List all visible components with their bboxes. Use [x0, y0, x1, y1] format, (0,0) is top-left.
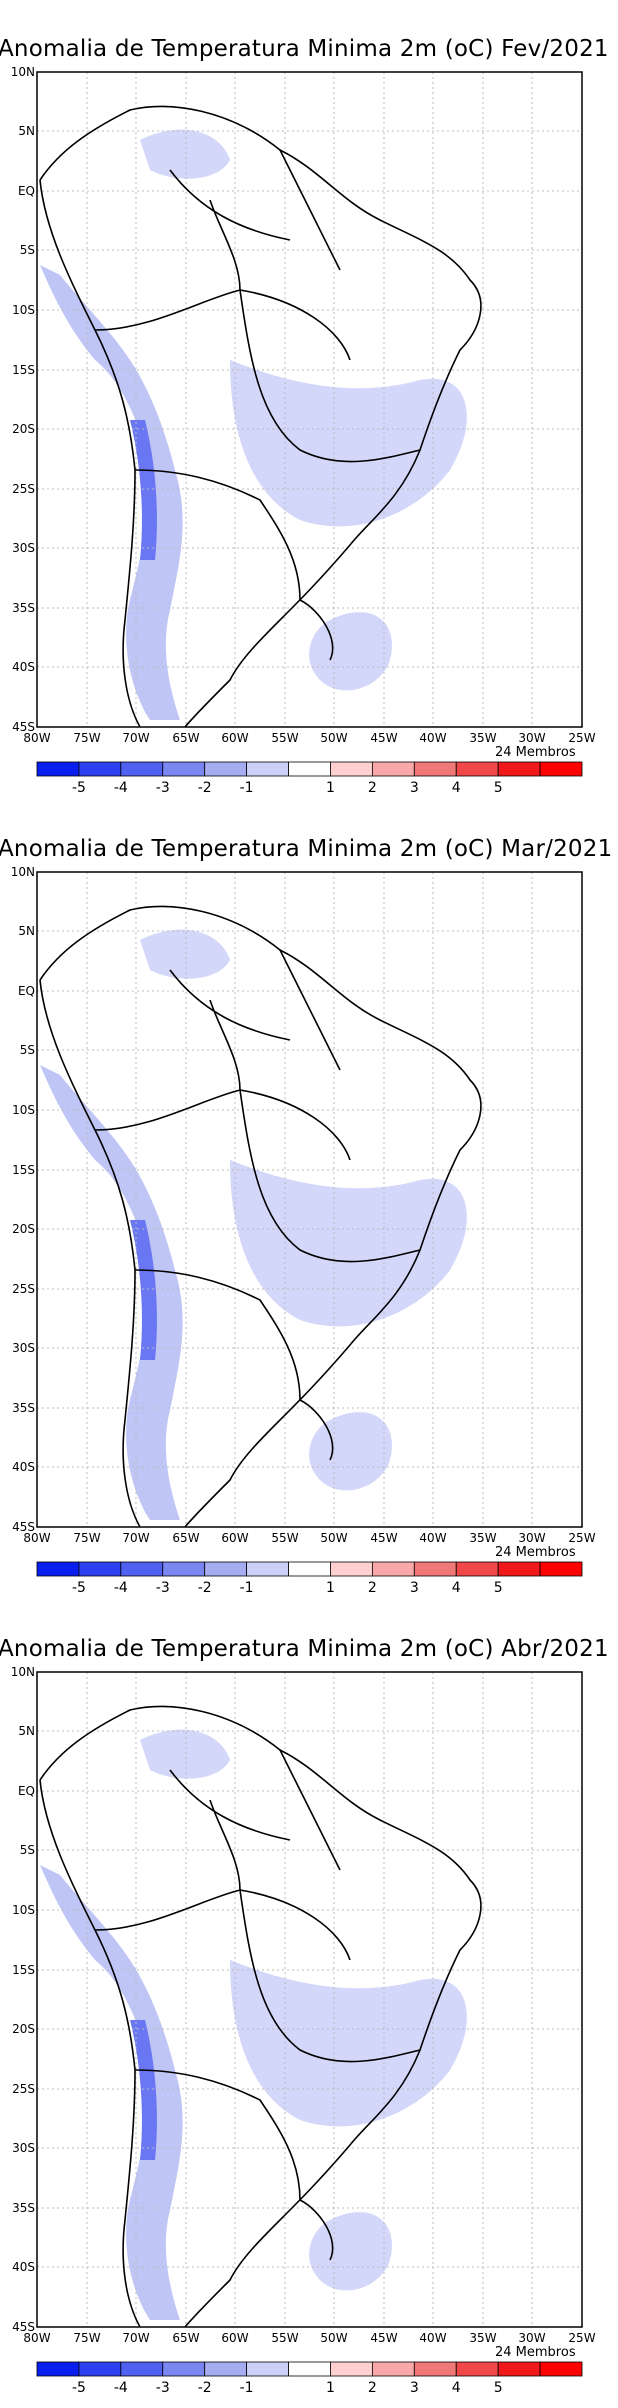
colorbar-swatch	[497, 2361, 541, 2377]
colorbar-swatch	[371, 1561, 415, 1577]
panel-title: Anomalia de Temperatura Minima 2m (oC) F…	[0, 36, 609, 62]
colorbar-swatch	[413, 761, 457, 777]
colorbar-swatch	[120, 761, 164, 777]
colorbar-swatch	[455, 2361, 499, 2377]
colorbar-swatch	[78, 1561, 122, 1577]
colorbar-swatch	[120, 2361, 164, 2377]
colorbar-swatch	[204, 1561, 248, 1577]
colorbar-swatch	[246, 761, 289, 777]
colorbar-swatch	[288, 1561, 331, 1577]
colorbar-swatch	[162, 1561, 206, 1577]
anomaly-map-abr	[9, 1664, 597, 2346]
members-label: 24 Membros	[495, 1545, 576, 1560]
colorbar-label: 5	[494, 1580, 503, 1596]
colorbar-label: -5	[72, 780, 86, 796]
colorbar-swatch	[330, 2361, 373, 2377]
colorbar-swatch	[36, 1561, 80, 1577]
colorbar-label: 4	[452, 780, 461, 796]
colorbar-swatch	[288, 761, 331, 777]
colorbar-label: 3	[410, 1580, 419, 1596]
colorbar-label: -1	[240, 2380, 254, 2396]
colorbar-label: -5	[72, 1580, 86, 1596]
colorbar-fev: -5 -4 -3 -2 -1 1 2 3 4 5	[36, 761, 583, 796]
colorbar-label: 2	[368, 1580, 377, 1596]
colorbar-label: -3	[156, 1580, 170, 1596]
colorbar-label: -5	[72, 2380, 86, 2396]
colorbar-swatch	[162, 2361, 206, 2377]
anomaly-map-mar	[9, 864, 597, 1546]
colorbar-label: 5	[494, 2380, 503, 2396]
colorbar-swatch	[371, 2361, 415, 2377]
members-label: 24 Membros	[495, 745, 576, 760]
colorbar-label: -2	[198, 2380, 212, 2396]
colorbar-swatch	[36, 761, 80, 777]
colorbar-swatch	[330, 1561, 373, 1577]
colorbar-swatch	[204, 761, 248, 777]
colorbar-swatch	[539, 2361, 583, 2377]
colorbar-swatch	[413, 1561, 457, 1577]
colorbar-swatch	[455, 761, 499, 777]
colorbar-swatch	[120, 1561, 164, 1577]
colorbar-swatch	[371, 761, 415, 777]
colorbar-label: -3	[156, 780, 170, 796]
panel-title: Anomalia de Temperatura Minima 2m (oC) M…	[0, 836, 613, 862]
colorbar-label: -2	[198, 1580, 212, 1596]
colorbar-label: -4	[114, 1580, 128, 1596]
anomaly-map-fev	[9, 64, 597, 746]
colorbar-swatch	[497, 1561, 541, 1577]
panel-abr: Anomalia de Temperatura Minima 2m (oC) A…	[0, 1600, 618, 2400]
colorbar-swatch	[246, 1561, 289, 1577]
colorbar-swatch	[539, 1561, 583, 1577]
colorbar-abr: -5 -4 -3 -2 -1 1 2 3 4 5	[36, 2361, 583, 2396]
colorbar-label: 3	[410, 2380, 419, 2396]
colorbar-label: 2	[368, 2380, 377, 2396]
panel-title: Anomalia de Temperatura Minima 2m (oC) A…	[0, 1636, 609, 1662]
colorbar-swatch	[413, 2361, 457, 2377]
colorbar-swatch	[330, 761, 373, 777]
colorbar-swatch	[162, 761, 206, 777]
members-label: 24 Membros	[495, 2345, 576, 2360]
colorbar-label: 4	[452, 1580, 461, 1596]
colorbar-label: 1	[326, 2380, 335, 2396]
colorbar-swatch	[78, 761, 122, 777]
colorbar-swatch	[539, 761, 583, 777]
colorbar-label: -1	[240, 1580, 254, 1596]
colorbar-mar: -5 -4 -3 -2 -1 1 2 3 4 5	[36, 1561, 583, 1596]
colorbar-swatch	[78, 2361, 122, 2377]
panel-mar: Anomalia de Temperatura Minima 2m (oC) M…	[0, 800, 618, 1600]
colorbar-label: 5	[494, 780, 503, 796]
colorbar-swatch	[246, 2361, 289, 2377]
panel-fev: Anomalia de Temperatura Minima 2m (oC) F…	[0, 0, 618, 800]
colorbar-swatch	[288, 2361, 331, 2377]
colorbar-swatch	[204, 2361, 248, 2377]
colorbar-swatch	[36, 2361, 80, 2377]
colorbar-label: -3	[156, 2380, 170, 2396]
colorbar-label: -4	[114, 780, 128, 796]
colorbar-swatch	[497, 761, 541, 777]
colorbar-label: 3	[410, 780, 419, 796]
colorbar-label: -4	[114, 2380, 128, 2396]
colorbar-label: -1	[240, 780, 254, 796]
colorbar-label: -2	[198, 780, 212, 796]
colorbar-label: 1	[326, 780, 335, 796]
colorbar-label: 1	[326, 1580, 335, 1596]
colorbar-swatch	[455, 1561, 499, 1577]
colorbar-label: 2	[368, 780, 377, 796]
colorbar-label: 4	[452, 2380, 461, 2396]
